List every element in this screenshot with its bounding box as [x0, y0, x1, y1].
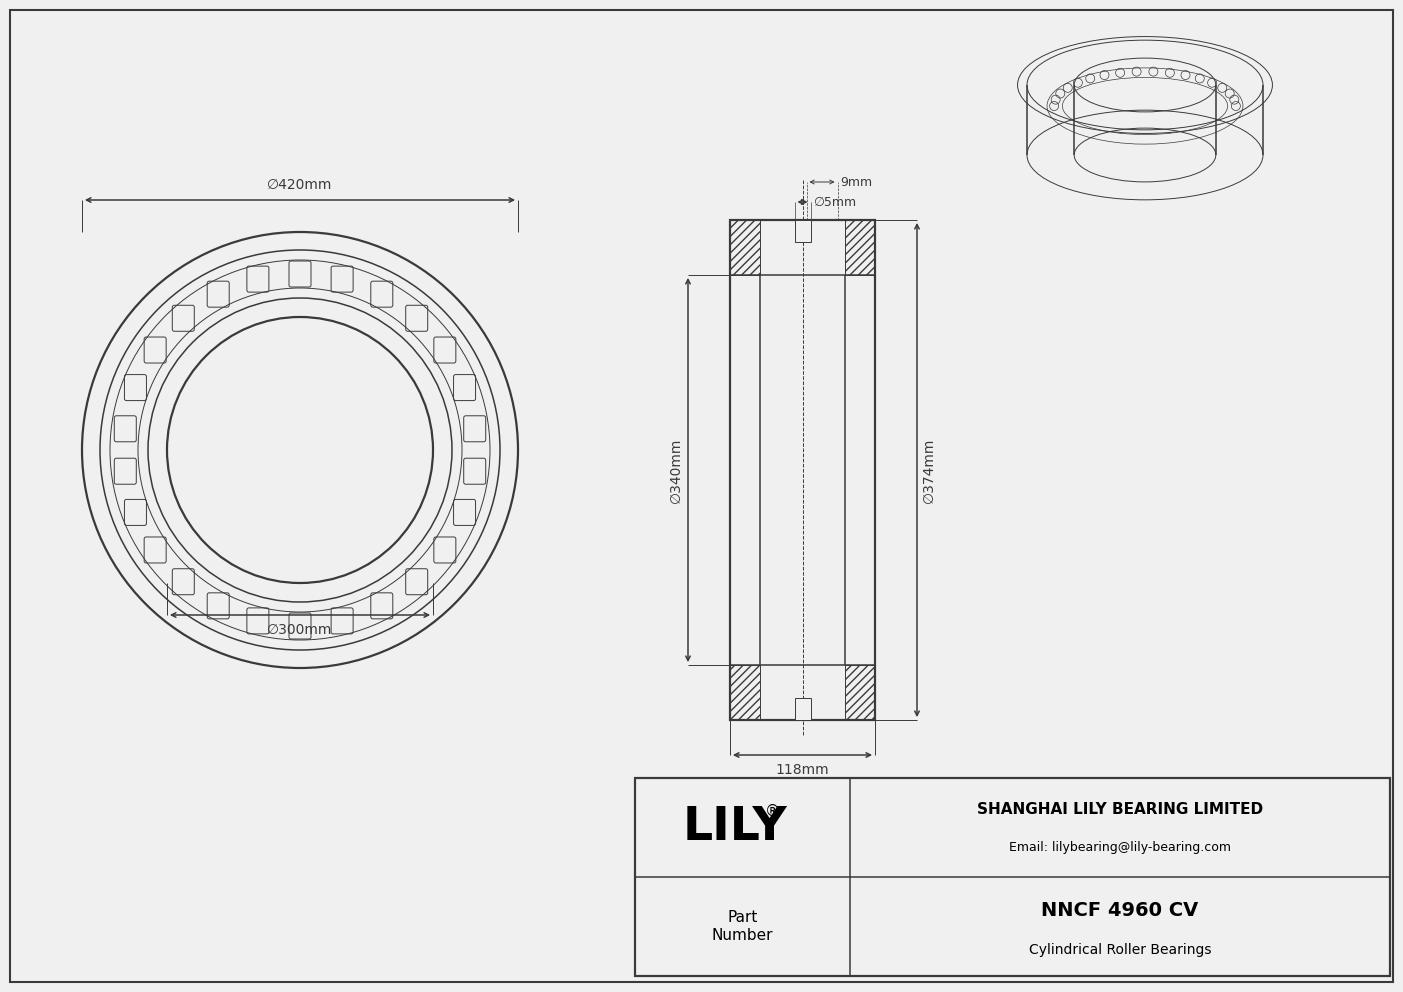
Text: ∅340mm: ∅340mm — [669, 437, 683, 503]
Text: ∅420mm: ∅420mm — [268, 178, 333, 192]
Text: 118mm: 118mm — [776, 763, 829, 777]
Text: ∅5mm: ∅5mm — [814, 195, 857, 208]
Text: SHANGHAI LILY BEARING LIMITED: SHANGHAI LILY BEARING LIMITED — [976, 803, 1263, 817]
Bar — [845, 220, 875, 275]
Bar — [730, 220, 875, 720]
Text: 9mm: 9mm — [840, 176, 873, 188]
Bar — [636, 778, 1390, 976]
Bar — [845, 665, 875, 720]
Text: ®: ® — [765, 804, 780, 819]
Text: Part
Number: Part Number — [711, 911, 773, 942]
Text: NNCF 4960 CV: NNCF 4960 CV — [1041, 901, 1198, 921]
Text: ∅374mm: ∅374mm — [922, 437, 936, 503]
Bar — [794, 220, 811, 242]
Bar — [730, 665, 760, 720]
Bar — [730, 220, 760, 275]
Bar — [794, 698, 811, 720]
Text: ∅300mm: ∅300mm — [268, 623, 333, 637]
Text: Cylindrical Roller Bearings: Cylindrical Roller Bearings — [1028, 943, 1211, 957]
Text: LILY: LILY — [682, 805, 787, 850]
Text: Email: lilybearing@lily-bearing.com: Email: lilybearing@lily-bearing.com — [1009, 841, 1230, 854]
